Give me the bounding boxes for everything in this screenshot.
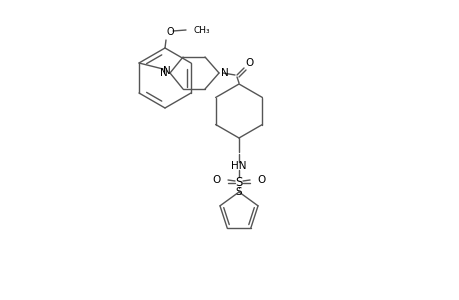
Text: HN: HN: [231, 161, 246, 171]
Text: N: N: [163, 66, 171, 76]
Text: N: N: [160, 68, 168, 78]
Text: N: N: [220, 68, 228, 78]
Text: O: O: [213, 175, 220, 185]
Text: O: O: [244, 58, 252, 68]
Text: S: S: [235, 176, 242, 188]
Text: O: O: [257, 175, 265, 185]
Text: CH₃: CH₃: [194, 26, 210, 34]
Text: O: O: [166, 27, 174, 37]
Text: S: S: [235, 187, 242, 197]
